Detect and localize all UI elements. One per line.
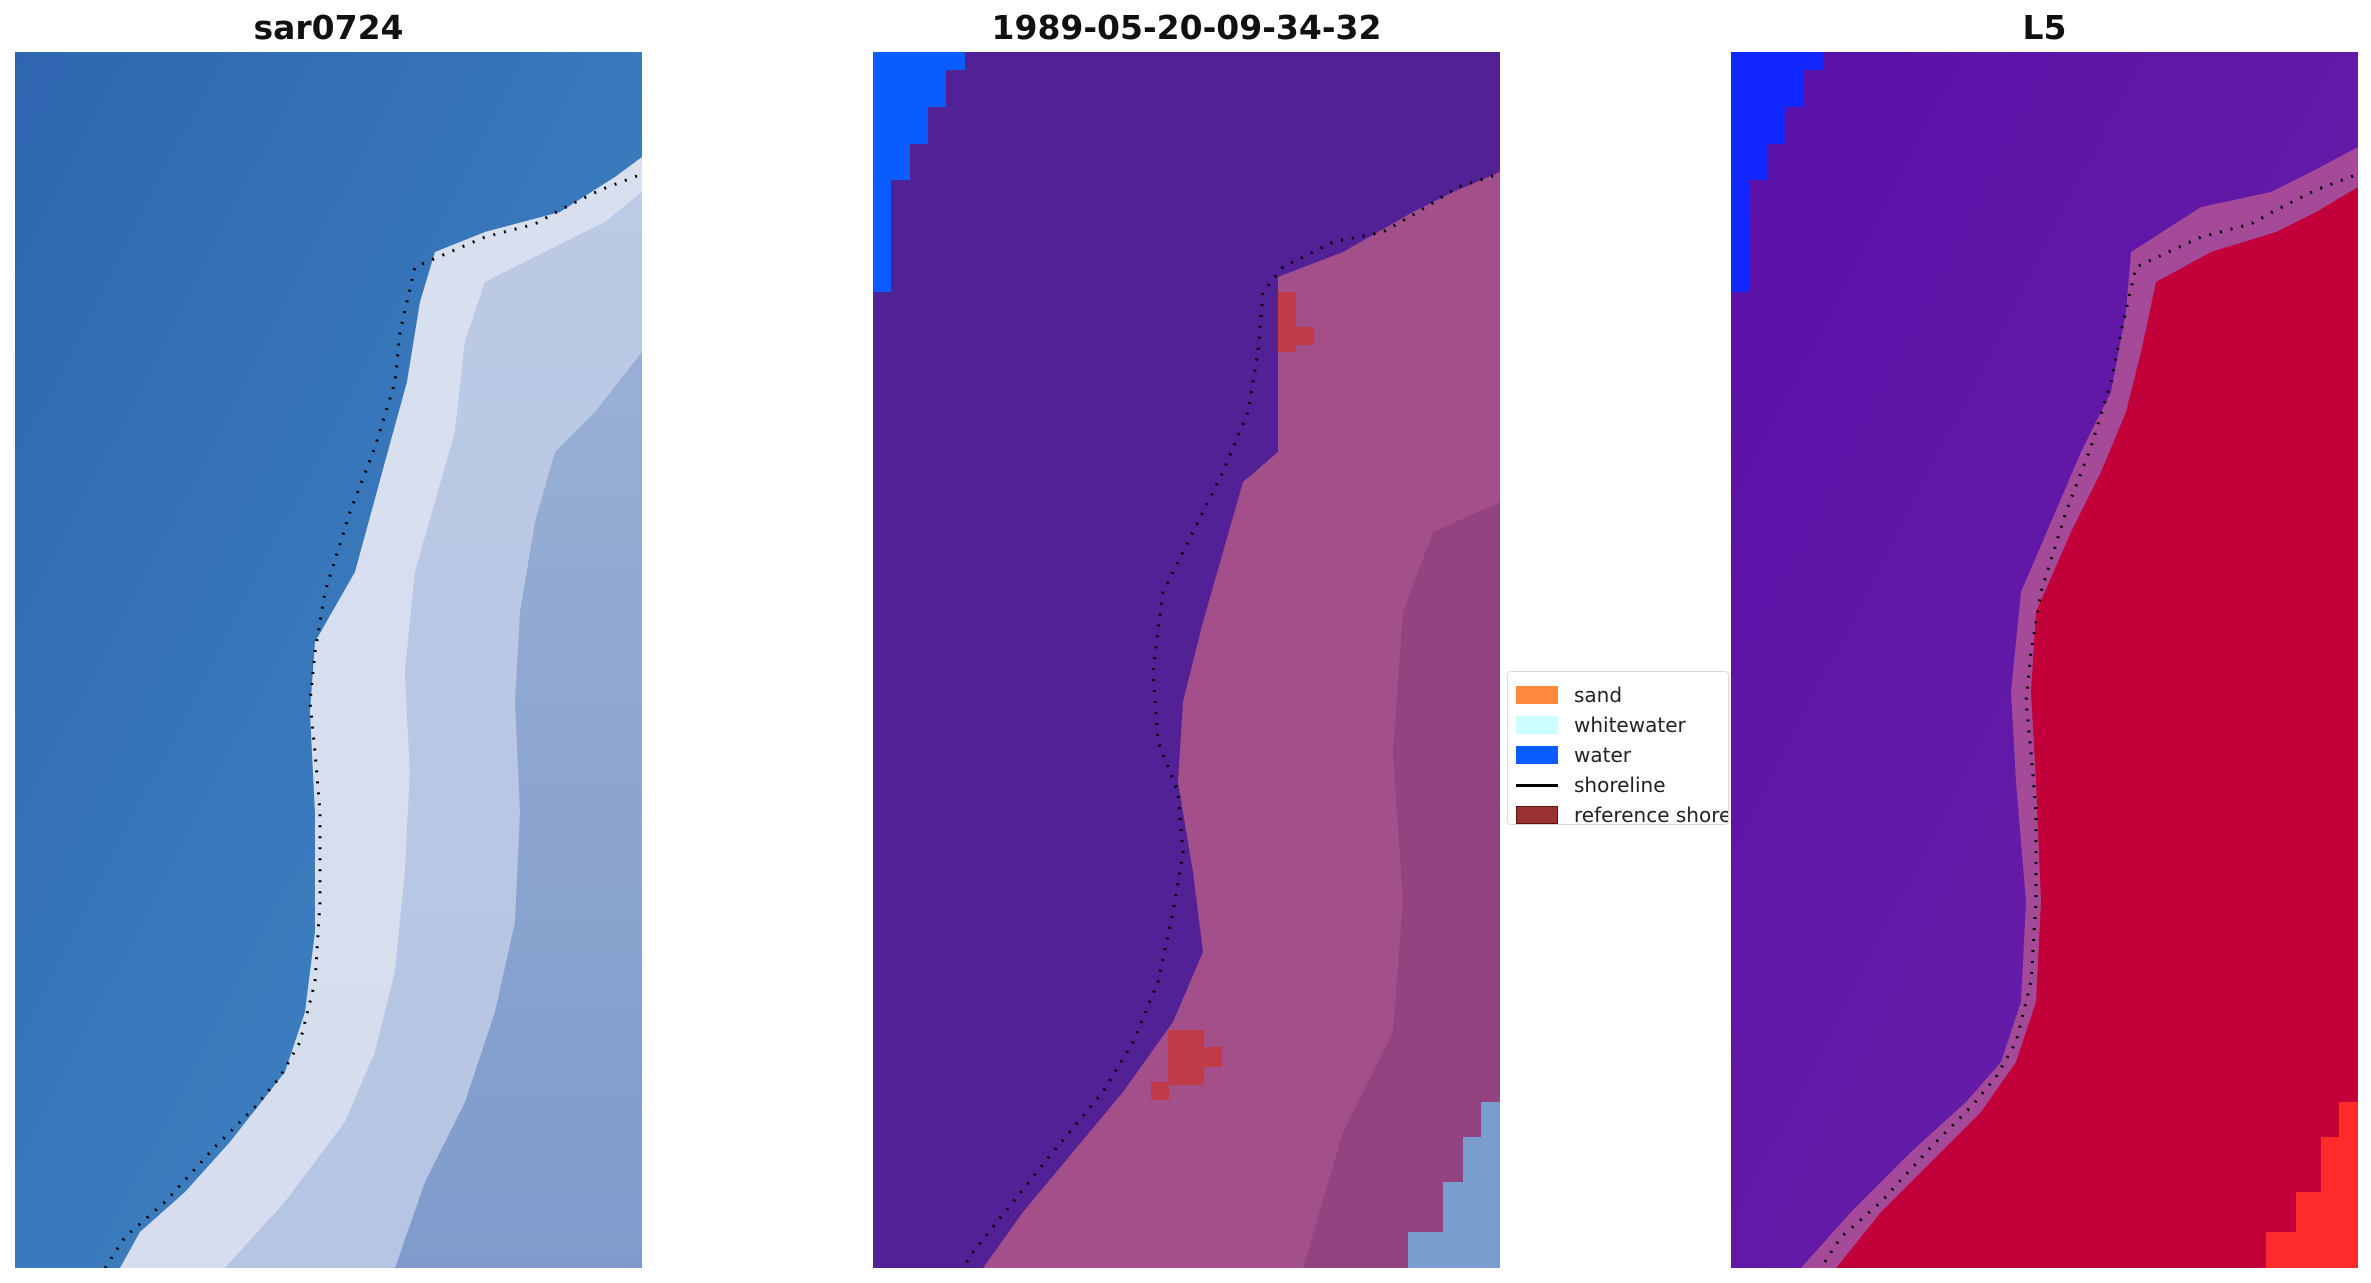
land-index-area bbox=[1836, 187, 2358, 1268]
buffer-patch-1 bbox=[1278, 292, 1296, 352]
buffer-patch-3 bbox=[1168, 1030, 1204, 1085]
buffer-patch-4 bbox=[1204, 1047, 1222, 1067]
legend-item-reference-buffer: reference shoreline buffer bbox=[1508, 800, 1728, 825]
legend-label: sand bbox=[1574, 683, 1623, 707]
surf-zone bbox=[120, 157, 642, 1268]
water-swatch bbox=[1516, 746, 1558, 764]
panel-title-index: L5 bbox=[2022, 8, 2067, 47]
blue-class-corner bbox=[873, 52, 965, 292]
inland-darker bbox=[1303, 502, 1500, 1268]
legend-item-shoreline: shoreline bbox=[1508, 770, 1728, 800]
inner-surf bbox=[225, 192, 642, 1268]
panel-title-date: 1989-05-20-09-34-32 bbox=[991, 8, 1382, 47]
reference-buffer-swatch bbox=[1516, 806, 1558, 824]
legend-item-sand: sand bbox=[1508, 680, 1728, 710]
legend-label: shoreline bbox=[1574, 773, 1666, 797]
buffer-patch-5 bbox=[1151, 1082, 1169, 1100]
classified-image-panel bbox=[873, 52, 1500, 1268]
shoreline-index bbox=[1819, 174, 2354, 1268]
rgb-image bbox=[15, 52, 642, 1268]
legend-item-water: water bbox=[1508, 740, 1728, 770]
buffer-patch-2 bbox=[1296, 327, 1314, 345]
panel-title-rgb: sar0724 bbox=[253, 8, 404, 47]
index-image bbox=[1731, 52, 2358, 1268]
shoreline-classified bbox=[961, 174, 1494, 1268]
blue-class-bottom-right bbox=[1408, 1102, 1500, 1268]
index-image-panel bbox=[1731, 52, 2358, 1268]
shoreline-line-swatch bbox=[1516, 783, 1558, 787]
whitewater-swatch bbox=[1516, 716, 1558, 734]
legend-label: whitewater bbox=[1574, 713, 1686, 737]
shoreline-rgb bbox=[103, 174, 638, 1268]
land-class-area bbox=[983, 172, 1500, 1268]
legend-label: water bbox=[1574, 743, 1631, 767]
legend-item-whitewater: whitewater bbox=[1508, 710, 1728, 740]
blue-index-corner bbox=[1731, 52, 1823, 292]
sand-swatch bbox=[1516, 686, 1558, 704]
legend: sand whitewater water shoreline referenc… bbox=[1507, 671, 1729, 825]
legend-label: reference shoreline buffer bbox=[1574, 803, 1728, 825]
bright-index-corner bbox=[2266, 1102, 2358, 1268]
rgb-image-panel bbox=[15, 52, 642, 1268]
classified-image bbox=[873, 52, 1500, 1268]
